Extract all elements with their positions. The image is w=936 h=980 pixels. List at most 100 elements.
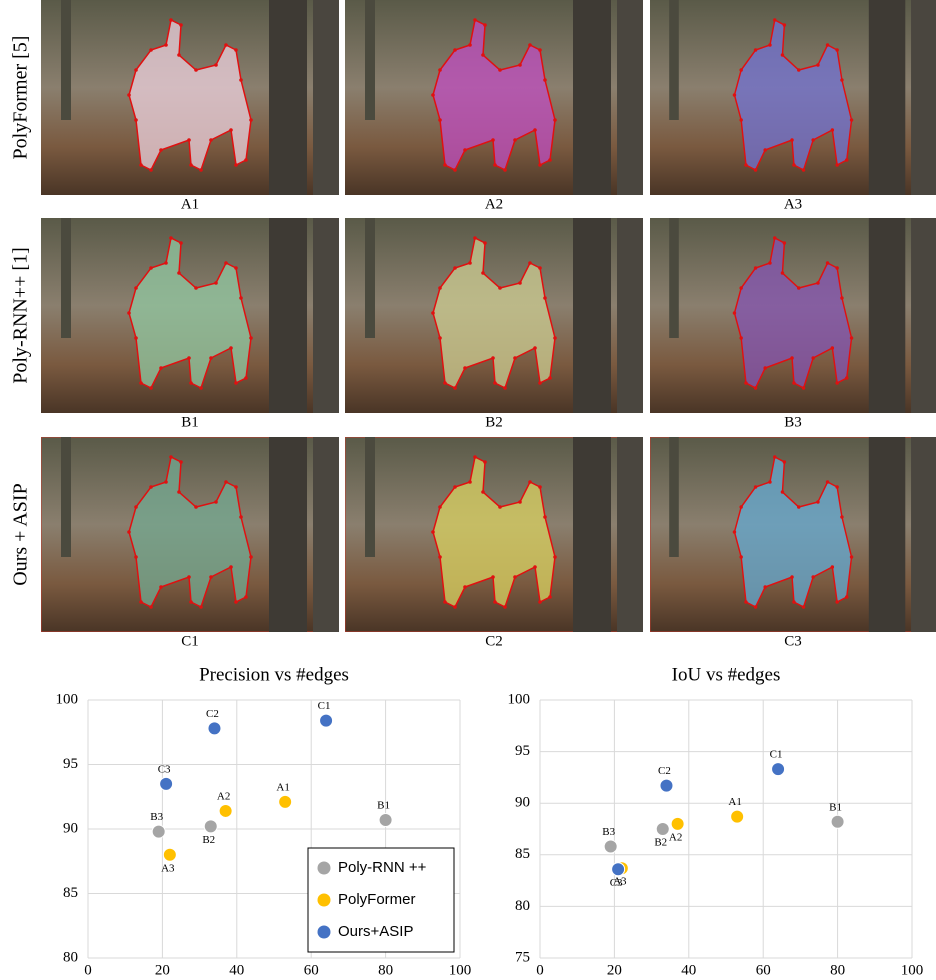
point-label: B1 bbox=[377, 800, 390, 812]
polygon-vertex bbox=[498, 68, 502, 72]
polygon-vertex bbox=[754, 386, 757, 390]
polygon-vertex bbox=[127, 311, 131, 315]
polygon-vertex bbox=[783, 23, 786, 27]
polygon-vertex bbox=[224, 43, 228, 47]
point-label: C3 bbox=[158, 763, 171, 775]
polygon-vertex bbox=[503, 168, 507, 172]
polygon-vertex bbox=[209, 356, 213, 360]
polygon-vertex bbox=[797, 68, 800, 72]
polygon-vertex bbox=[453, 168, 457, 172]
polygon-vertex bbox=[802, 605, 805, 609]
y-tick-label: 75 bbox=[515, 949, 530, 965]
tree-trunk bbox=[269, 218, 307, 413]
polygon-vertex bbox=[177, 490, 181, 494]
polygon-vertex bbox=[797, 286, 800, 290]
polygon-vertex bbox=[134, 68, 138, 72]
polygon-vertex bbox=[149, 266, 153, 270]
data-point bbox=[279, 795, 292, 808]
row-label: PolyFormer [5] bbox=[10, 36, 32, 160]
polygon-vertex bbox=[214, 63, 218, 67]
polygon-vertex bbox=[438, 68, 442, 72]
polygon-vertex bbox=[127, 93, 131, 97]
polygon-vertex bbox=[491, 575, 495, 579]
panel-label: C2 bbox=[485, 633, 503, 649]
polygon-vertex bbox=[224, 261, 228, 265]
panel-label: A1 bbox=[181, 196, 199, 212]
polygon-vertex bbox=[234, 48, 238, 52]
polygon-vertex bbox=[783, 241, 786, 245]
polygon-vertex bbox=[431, 311, 435, 315]
panel-label: A3 bbox=[784, 196, 802, 212]
data-point bbox=[772, 763, 785, 776]
tree-trunk bbox=[61, 437, 71, 557]
point-label: B1 bbox=[829, 801, 842, 813]
polygon-vertex bbox=[179, 241, 183, 245]
polygon-vertex bbox=[224, 480, 228, 484]
polygon-vertex bbox=[831, 128, 834, 132]
polygon-vertex bbox=[481, 53, 485, 57]
polygon-vertex bbox=[773, 455, 776, 459]
polygon-vertex bbox=[481, 271, 485, 275]
polygon-vertex bbox=[835, 381, 838, 385]
row-label: Ours + ASIP bbox=[10, 483, 32, 585]
polygon-vertex bbox=[177, 53, 181, 57]
polygon-vertex bbox=[149, 48, 153, 52]
polygon-vertex bbox=[538, 600, 542, 604]
polygon-vertex bbox=[463, 148, 467, 152]
polygon-vertex bbox=[513, 575, 517, 579]
polygon-vertex bbox=[850, 118, 853, 122]
polygon-vertex bbox=[538, 48, 542, 52]
polygon-vertex bbox=[468, 480, 472, 484]
tree-trunk bbox=[573, 437, 611, 632]
polygon-vertex bbox=[169, 455, 173, 459]
point-label: B3 bbox=[602, 826, 615, 838]
polygon-vertex bbox=[802, 386, 805, 390]
polygon-vertex bbox=[543, 78, 547, 82]
polygon-vertex bbox=[503, 386, 507, 390]
polygon-vertex bbox=[528, 261, 532, 265]
polygon-vertex bbox=[234, 266, 238, 270]
polygon-vertex bbox=[768, 261, 771, 265]
polygon-vertex bbox=[835, 485, 838, 489]
polygon-vertex bbox=[164, 261, 168, 265]
polygon-vertex bbox=[773, 236, 776, 240]
polygon-vertex bbox=[533, 128, 537, 132]
chart-title: Precision vs #edges bbox=[199, 664, 349, 685]
polygon-vertex bbox=[249, 555, 253, 559]
point-label: B3 bbox=[150, 811, 163, 823]
polygon-vertex bbox=[538, 266, 542, 270]
legend-marker bbox=[318, 862, 331, 875]
point-label: A1 bbox=[276, 781, 289, 793]
image-panel bbox=[650, 218, 936, 413]
tree-trunk bbox=[617, 218, 643, 413]
y-tick-label: 80 bbox=[63, 949, 78, 965]
polygon-vertex bbox=[548, 158, 552, 162]
polygon-vertex bbox=[543, 296, 547, 300]
polygon-vertex bbox=[463, 585, 467, 589]
polygon-vertex bbox=[244, 158, 248, 162]
polygon-vertex bbox=[244, 376, 248, 380]
tree-trunk bbox=[669, 0, 679, 120]
polygon-vertex bbox=[826, 480, 829, 484]
polygon-vertex bbox=[234, 600, 238, 604]
polygon-vertex bbox=[214, 281, 218, 285]
panel-label: B3 bbox=[784, 414, 802, 430]
polygon-vertex bbox=[438, 286, 442, 290]
polygon-vertex bbox=[149, 605, 153, 609]
polygon-vertex bbox=[845, 595, 848, 599]
polygon-vertex bbox=[199, 168, 203, 172]
polygon-vertex bbox=[739, 286, 742, 290]
polygon-vertex bbox=[483, 241, 487, 245]
polygon-vertex bbox=[518, 63, 522, 67]
tree-trunk bbox=[869, 218, 905, 413]
polygon-vertex bbox=[739, 555, 742, 559]
data-point bbox=[660, 779, 673, 792]
point-label: B2 bbox=[654, 837, 667, 849]
polygon-vertex bbox=[768, 480, 771, 484]
polygon-vertex bbox=[744, 600, 747, 604]
data-point bbox=[671, 817, 684, 830]
polygon-vertex bbox=[840, 78, 843, 82]
y-tick-label: 90 bbox=[63, 820, 78, 836]
legend-marker bbox=[318, 894, 331, 907]
polygon-vertex bbox=[811, 575, 814, 579]
